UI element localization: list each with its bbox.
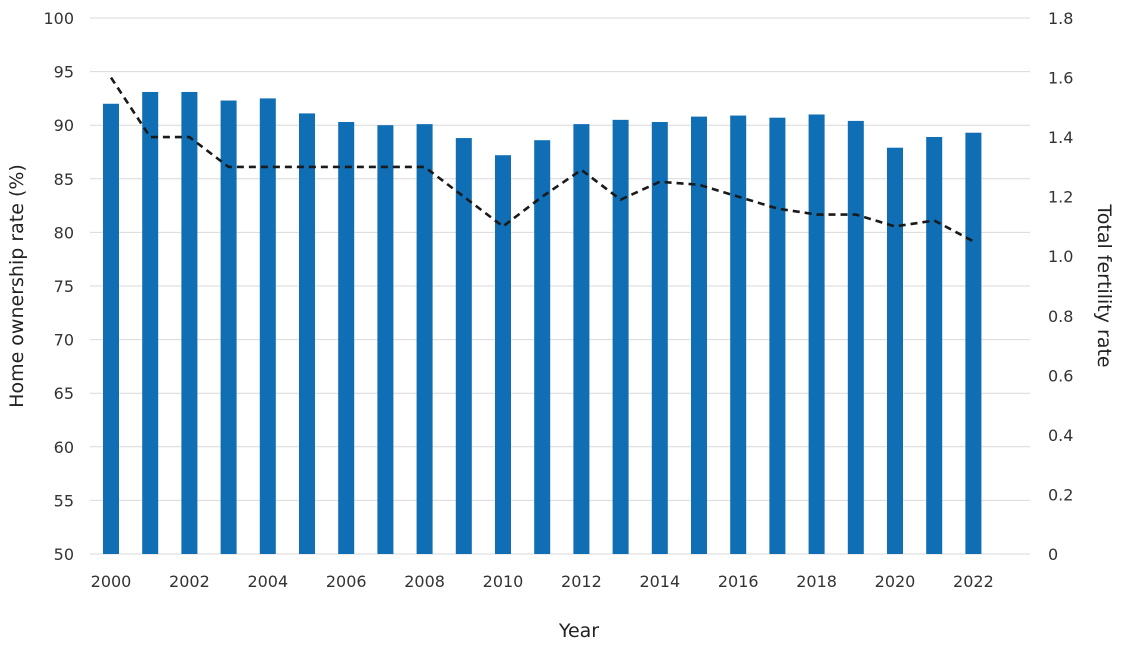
bar-2002: [181, 91, 198, 554]
x-tick-label: 2002: [169, 572, 210, 591]
bar-2013: [612, 119, 629, 554]
y-left-tick-label: 80: [54, 223, 74, 242]
x-tick-label: 2006: [326, 572, 367, 591]
bar-2020: [887, 147, 903, 554]
y-axis-right-label: Total fertility rate: [1093, 203, 1115, 367]
bar-2015: [691, 116, 707, 555]
y-left-tick-label: 85: [54, 170, 74, 189]
y-right-tick-label: 1.4: [1048, 128, 1073, 147]
bar-2000: [103, 103, 119, 554]
y-left-tick-label: 65: [54, 384, 74, 403]
x-tick-label: 2010: [483, 572, 524, 591]
y-left-tick-label: 95: [54, 63, 74, 82]
y-right-tick-label: 0: [1048, 545, 1058, 564]
y-axis-left-label: Home ownership rate (%): [6, 164, 28, 408]
bar-2004: [259, 98, 276, 555]
x-axis-label: Year: [558, 620, 599, 642]
y-right-tick-label: 1.8: [1048, 9, 1073, 28]
left-axis-ticks: 50 55 60 65 70 75 80 85 90 95 100: [43, 9, 74, 564]
right-axis-ticks: 0 0.2 0.4 0.6 0.8 1.0 1.2 1.4 1.6 1.8: [1048, 9, 1073, 564]
y-left-tick-label: 70: [54, 331, 74, 350]
bar-2021: [926, 136, 943, 554]
fertility-rate-line: [109, 76, 975, 243]
y-right-tick-label: 0.4: [1048, 426, 1073, 445]
y-right-tick-label: 0.8: [1048, 307, 1073, 326]
bar-2012: [573, 124, 590, 555]
x-tick-label: 2016: [718, 572, 759, 591]
bar-2010: [495, 155, 511, 554]
y-left-tick-label: 55: [54, 491, 74, 510]
bar-2018: [808, 114, 825, 554]
bar-2016: [730, 115, 747, 554]
x-tick-label: 2022: [953, 572, 994, 591]
bar-2019: [847, 120, 864, 555]
y-left-tick-label: 60: [54, 438, 74, 457]
x-axis-ticks: 2000 2002 2004 2006 2008 2010 2012 2014 2016 2018…: [91, 572, 994, 591]
y-left-tick-label: 50: [54, 545, 74, 564]
bar-2006: [338, 121, 355, 554]
y-right-tick-label: 0.6: [1048, 366, 1073, 385]
bar-2001: [142, 91, 159, 554]
x-tick-label: 2018: [796, 572, 837, 591]
bar-2007: [377, 125, 394, 554]
bar-2011: [534, 140, 551, 554]
x-tick-label: 2014: [639, 572, 680, 591]
y-left-tick-label: 100: [43, 9, 74, 28]
bar-2009: [455, 138, 472, 554]
bar-2005: [299, 113, 315, 555]
y-left-tick-label: 75: [54, 277, 74, 296]
home-ownership-bars: [103, 91, 982, 555]
y-right-tick-label: 1.0: [1048, 247, 1073, 266]
gridlines: [90, 17, 1030, 555]
x-tick-label: 2008: [404, 572, 445, 591]
bar-2022: [965, 132, 982, 555]
bar-2014: [651, 121, 668, 554]
x-tick-label: 2012: [561, 572, 602, 591]
y-right-tick-label: 1.2: [1048, 188, 1073, 207]
x-tick-label: 2000: [91, 572, 132, 591]
x-tick-label: 2004: [247, 572, 288, 591]
bar-2017: [769, 117, 786, 555]
y-right-tick-label: 0.2: [1048, 485, 1073, 504]
fertility-line-layer: [109, 76, 975, 243]
y-right-tick-label: 1.6: [1048, 69, 1073, 88]
bar-2003: [220, 100, 237, 554]
x-tick-label: 2020: [875, 572, 916, 591]
y-left-tick-label: 90: [54, 116, 74, 135]
bar-2008: [416, 124, 433, 555]
